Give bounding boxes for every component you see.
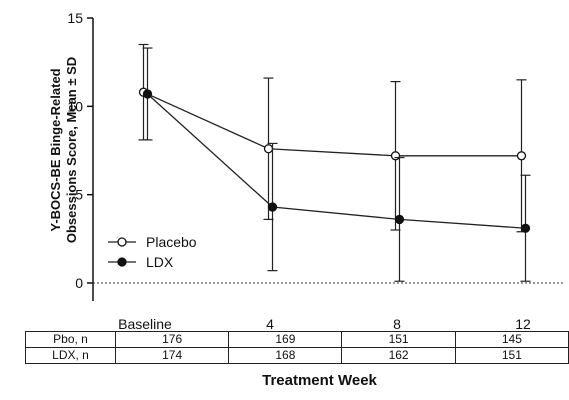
data-point [394,214,405,225]
table-row: Pbo, n 176 169 151 145 [24,331,569,348]
legend-marker [117,237,127,247]
data-point [263,144,274,154]
x-tick-label: 4 [266,316,274,332]
y-tick-label: 5 [75,187,83,203]
table-cell: 145 [454,331,569,348]
y-tick-label: 15 [67,10,83,26]
series-ldx [142,47,531,282]
legend-label: Placebo [146,234,197,250]
series-line [147,93,526,229]
y-axis-label-line2: Obsessions Score, Mean ± SD [64,57,79,243]
data-point [516,151,527,161]
data-point [520,223,531,233]
x-ticks: Baseline 4 8 12 [118,316,531,332]
x-tick-label: 12 [515,316,531,332]
table-row-label: Pbo, n [24,331,117,348]
table-row: LDX, n 174 168 162 151 [24,347,569,364]
x-tick-label: Baseline [118,316,172,332]
series-placebo [138,43,527,233]
series-layer [138,43,531,282]
table-cell: 174 [115,347,230,364]
y-tick-label: 0 [75,275,83,291]
data-point [142,89,153,99]
table-cell: 162 [341,347,456,364]
table-cell: 151 [341,331,456,348]
table-cell: 169 [228,331,343,348]
x-axis-label: Treatment Week [262,372,377,389]
table-cell: 151 [454,347,569,364]
legend-marker [117,257,127,267]
y-axis-label-line1: Y-BOCS-BE Binge-Related [48,68,63,231]
table-cell: 176 [115,331,230,348]
data-point [267,202,278,212]
axes [92,18,565,301]
table-cell: 168 [228,347,343,364]
table-row-label: LDX, n [24,347,117,364]
y-tick-label: 10 [67,98,83,114]
legend: Placebo LDX [108,234,197,270]
sample-size-table: Pbo, n 176 169 151 145 LDX, n 174 168 16… [24,331,569,364]
y-ticks: 0 5 10 15 [67,10,93,291]
data-point [390,151,401,161]
legend-label: LDX [146,254,174,270]
x-tick-label: 8 [393,316,401,332]
series-line [143,91,522,157]
